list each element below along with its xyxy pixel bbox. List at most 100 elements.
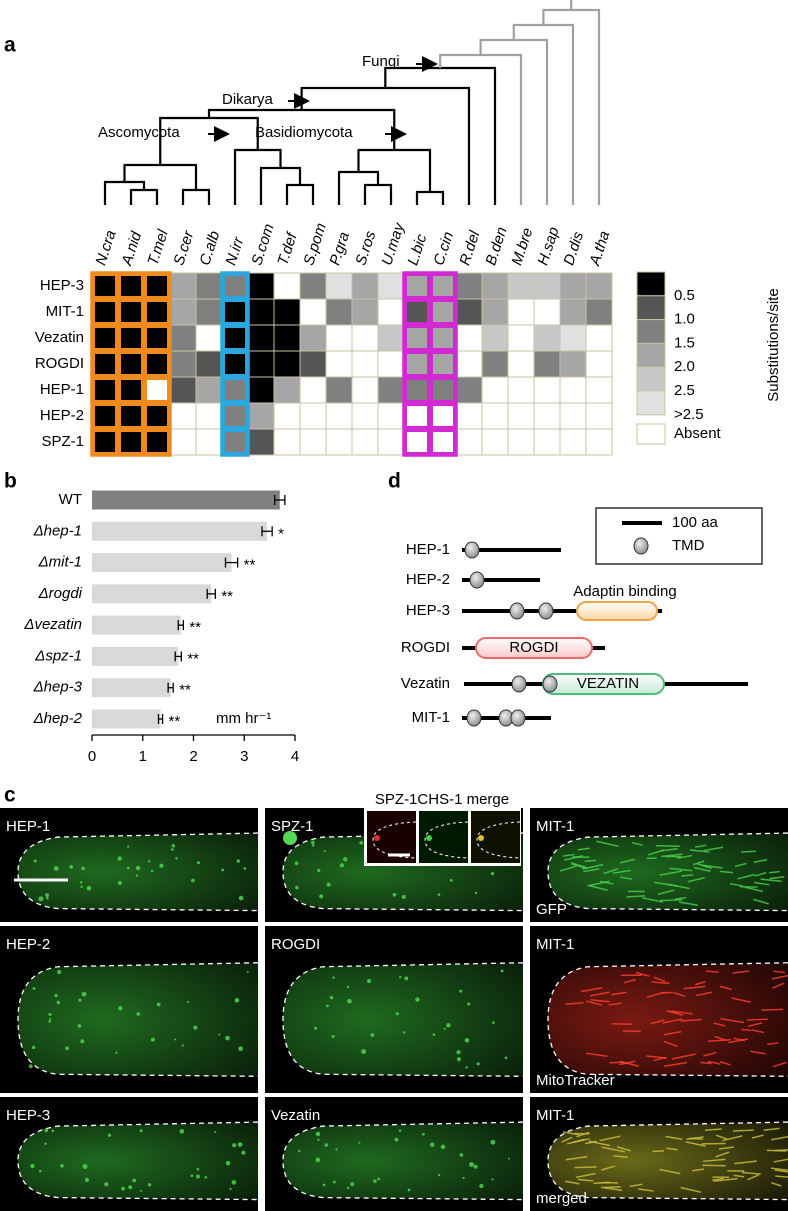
puncta — [358, 1141, 361, 1144]
mito — [620, 858, 635, 864]
heat-cell — [429, 402, 457, 430]
x-tick-label: 0 — [88, 748, 96, 765]
legend-label: >2.5 — [674, 406, 704, 423]
heat-cell — [403, 350, 431, 378]
tmd — [509, 602, 525, 620]
mito — [665, 1135, 683, 1140]
significance: ** — [169, 713, 181, 730]
mito — [705, 970, 719, 973]
puncta — [404, 976, 409, 981]
puncta — [421, 1132, 425, 1136]
category-label: Δmit-1 — [38, 554, 82, 571]
category-label: Δspz-1 — [34, 647, 82, 664]
heat-cell — [351, 428, 379, 456]
mito — [650, 1019, 665, 1025]
mito — [590, 998, 610, 1003]
heat-cell — [117, 376, 145, 404]
puncta — [456, 1057, 461, 1062]
puncta — [467, 1002, 471, 1006]
heat-cell — [559, 402, 587, 430]
mito — [600, 1186, 621, 1189]
species-label: S.cer — [170, 228, 197, 268]
heat-cell — [377, 324, 405, 352]
row-label: ROGDI — [35, 355, 84, 372]
legend-label: TMD — [672, 537, 705, 554]
mito — [659, 898, 683, 902]
puncta — [80, 885, 83, 888]
hypha-outline — [282, 1121, 524, 1201]
mito — [695, 991, 713, 997]
puncta — [315, 1131, 321, 1137]
mito — [687, 876, 705, 883]
puncta — [46, 896, 49, 900]
puncta — [181, 1044, 184, 1047]
species-label: M.bre — [508, 226, 536, 268]
species-label: D.dis — [560, 229, 587, 267]
hypha — [548, 833, 788, 911]
mito — [773, 1158, 788, 1163]
puncta — [479, 1183, 484, 1189]
heat-cell — [91, 376, 119, 404]
channel-label: MitoTracker — [536, 1072, 615, 1089]
legend-swatch — [636, 423, 666, 445]
image-label: SPZ-1 — [271, 818, 314, 835]
puncta — [132, 1178, 137, 1183]
puncta — [359, 840, 364, 845]
x-tick-label: 1 — [139, 748, 147, 765]
puncta — [491, 1021, 495, 1024]
puncta — [324, 1143, 329, 1147]
puncta — [147, 1183, 152, 1187]
puncta — [175, 857, 178, 860]
hypha — [18, 833, 258, 911]
puncta — [476, 1062, 480, 1066]
channel-label: GFP — [536, 901, 567, 918]
heat-cell — [559, 298, 587, 326]
bar — [92, 521, 268, 541]
clade-label: Dikarya — [222, 91, 274, 108]
clade-label: Fungi — [362, 53, 400, 70]
puncta — [60, 1164, 64, 1168]
heat-cell — [299, 428, 327, 456]
image-label: HEP-1 — [6, 818, 50, 835]
puncta — [373, 1179, 377, 1183]
heat-cell — [351, 272, 379, 300]
puncta — [156, 1002, 161, 1007]
mito — [703, 1158, 726, 1163]
puncta — [246, 971, 249, 974]
heat-cell — [221, 350, 249, 378]
bar — [92, 584, 212, 604]
mito — [686, 1136, 704, 1140]
legend-label: 100 aa — [672, 514, 719, 531]
mito — [771, 1181, 782, 1187]
puncta — [403, 1031, 406, 1034]
puncta — [329, 995, 334, 1000]
puncta — [135, 874, 139, 877]
hypha — [18, 1122, 258, 1200]
legend-label: 1.5 — [674, 334, 695, 351]
mito — [663, 1040, 678, 1048]
mito — [599, 1135, 621, 1142]
puncta — [140, 1189, 143, 1192]
heat-cell — [377, 428, 405, 456]
mito — [626, 895, 646, 898]
puncta — [174, 1038, 177, 1041]
heat-cell — [429, 350, 457, 378]
puncta — [314, 1026, 318, 1030]
puncta — [326, 1004, 329, 1008]
mito — [601, 1146, 625, 1153]
puncta — [117, 856, 122, 861]
mito — [719, 985, 732, 991]
mito — [612, 869, 631, 874]
species-label: U.may — [378, 220, 408, 268]
heat-cell — [169, 272, 197, 300]
species-label: S.pom — [300, 221, 330, 267]
puncta — [437, 1173, 441, 1177]
species-label: C.cin — [430, 230, 457, 268]
highlight-cell — [118, 351, 144, 377]
species-label: N.cra — [92, 228, 119, 267]
legend-swatch — [636, 342, 666, 368]
heat-cell — [507, 324, 535, 352]
error-bar — [274, 495, 286, 505]
heat-cell — [195, 324, 223, 352]
heat-cell — [325, 324, 353, 352]
